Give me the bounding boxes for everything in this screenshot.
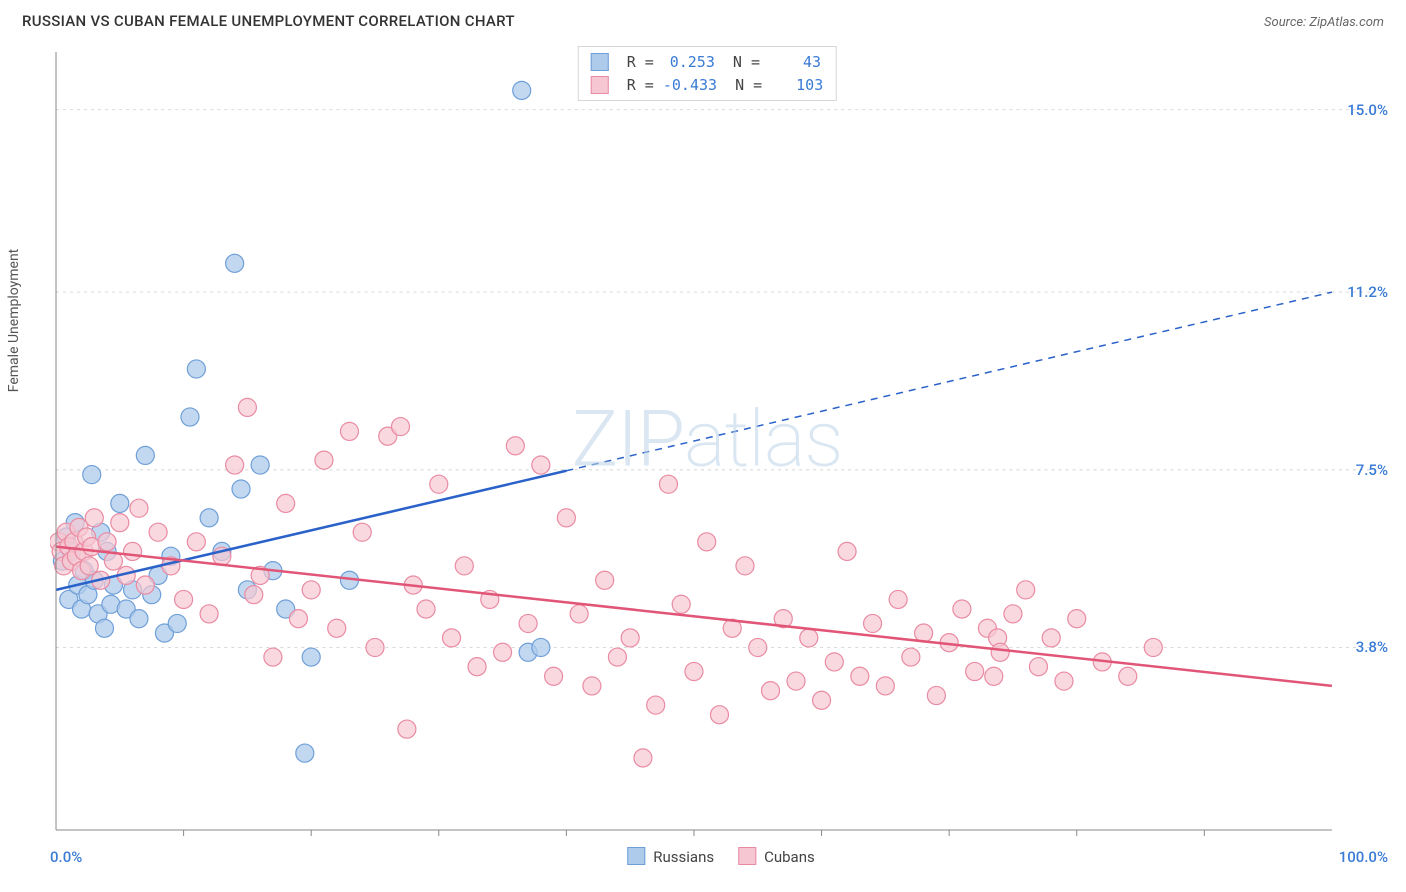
x-axis-min-label: 0.0% [50, 848, 82, 866]
legend-item: Cubans [738, 847, 815, 866]
correlation-stats-box: R = 0.253 N = 43R = -0.433 N = 103 [578, 46, 837, 101]
chart-title: RUSSIAN VS CUBAN FEMALE UNEMPLOYMENT COR… [22, 12, 515, 30]
source-attribution: Source: ZipAtlas.com [1264, 15, 1384, 30]
stats-row: R = -0.433 N = 103 [591, 74, 824, 97]
scatter-plot [50, 44, 1392, 838]
x-axis-max-label: 100.0% [1339, 848, 1388, 866]
legend-item: Russians [627, 847, 714, 866]
stats-row: R = 0.253 N = 43 [591, 51, 824, 74]
legend-swatch [738, 847, 756, 865]
legend-label: Cubans [764, 848, 815, 866]
legend-swatch [627, 847, 645, 865]
series-legend: Russians Cubans [627, 847, 814, 866]
y-gridline-label: 11.2% [1347, 283, 1388, 301]
chart-container: Female Unemployment 3.8%7.5%11.2%15.0% Z… [22, 44, 1392, 868]
legend-label: Russians [653, 848, 714, 866]
y-gridline-label: 7.5% [1356, 461, 1388, 479]
y-gridline-label: 15.0% [1347, 101, 1388, 119]
y-axis-label: Female Unemployment [6, 249, 22, 393]
y-gridline-label: 3.8% [1356, 638, 1388, 656]
stats-swatch [591, 53, 609, 71]
stats-swatch [591, 76, 609, 94]
